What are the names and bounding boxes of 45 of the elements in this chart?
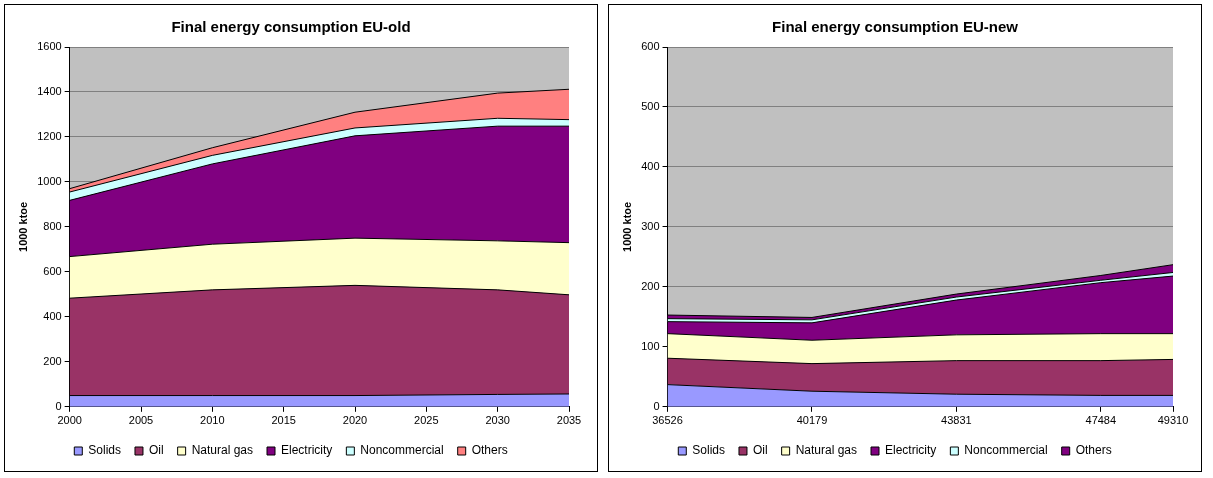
- x-tick-label: 36526: [652, 414, 683, 427]
- x-tick-label: 43831: [941, 414, 972, 427]
- legend-label: Others: [471, 443, 508, 458]
- legend-label: Natural gas: [795, 443, 858, 458]
- x-tick-label: 2025: [414, 414, 439, 427]
- y-axis-title: 1000 ktoe: [16, 201, 29, 252]
- y-tick-label: 1000: [37, 174, 62, 187]
- legend-label: Noncommercial: [360, 443, 444, 458]
- y-tick-label: 600: [43, 264, 62, 277]
- x-tick-label: 40179: [796, 414, 828, 427]
- legend-label: Electricity: [885, 443, 937, 458]
- legend-label: Oil: [752, 443, 768, 458]
- y-tick-label: 400: [43, 309, 62, 322]
- legend-label: Solids: [692, 443, 725, 458]
- legend-label: Oil: [148, 443, 164, 458]
- chart-title: Final energy consumption EU-old: [171, 18, 411, 36]
- x-tick-label: 47484: [1085, 414, 1117, 427]
- legend-label: Electricity: [281, 443, 333, 458]
- y-tick-label: 400: [641, 159, 660, 172]
- y-tick-label: 600: [641, 40, 660, 53]
- y-tick-label: 300: [641, 219, 660, 232]
- legend-label: Natural gas: [191, 443, 254, 458]
- y-tick-label: 1600: [37, 40, 62, 53]
- x-tick-label: 2005: [128, 414, 154, 427]
- y-tick-label: 0: [55, 399, 62, 412]
- y-axis-title: 1000 ktoe: [620, 201, 633, 252]
- x-tick-label: 2030: [485, 414, 510, 427]
- x-tick-label: 2035: [556, 414, 582, 427]
- y-tick-label: 1200: [37, 129, 62, 142]
- legend-label: Noncommercial: [964, 443, 1048, 458]
- x-tick-label: 2010: [200, 414, 225, 427]
- x-tick-label: 2020: [342, 414, 368, 427]
- y-tick-label: 800: [43, 219, 62, 232]
- x-tick-label: 2000: [57, 414, 82, 427]
- y-tick-label: 200: [641, 279, 660, 292]
- y-tick-label: 1400: [37, 85, 62, 98]
- y-tick-label: 200: [43, 354, 62, 367]
- x-tick-label: 49310: [1157, 414, 1189, 427]
- y-tick-label: 500: [641, 100, 660, 112]
- y-tick-label: 100: [641, 339, 660, 352]
- x-tick-label: 2015: [271, 414, 296, 427]
- chart-title: Final energy consumption EU-new: [772, 18, 1019, 36]
- legend-label: Solids: [88, 443, 121, 458]
- legend-label: Others: [1075, 443, 1112, 458]
- y-tick-label: 0: [653, 399, 660, 412]
